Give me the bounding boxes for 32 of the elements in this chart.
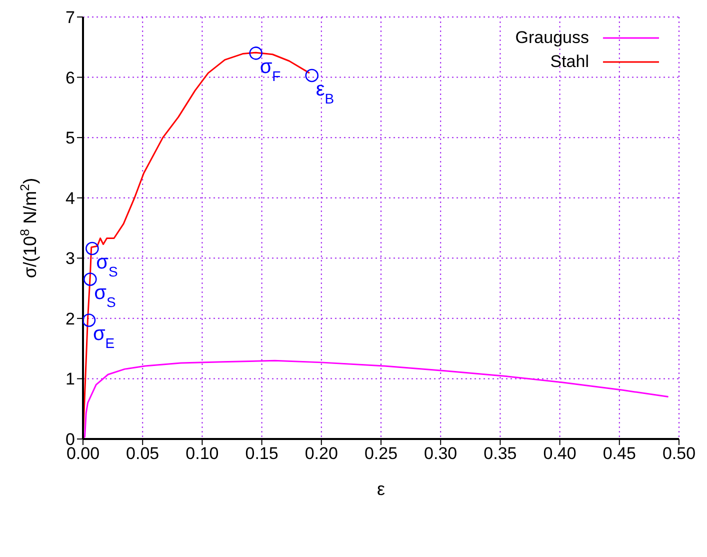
- y-tick-label: 3: [66, 249, 75, 268]
- x-tick-label: 0.25: [364, 444, 398, 464]
- x-tick-label: 0.30: [424, 444, 458, 464]
- y-tick-label: 6: [66, 68, 75, 88]
- x-tick-label: 0.50: [662, 444, 696, 464]
- y-tick-label: 2: [66, 309, 75, 328]
- point: [86, 242, 99, 256]
- annotation: ε$_{B}$: [316, 78, 334, 106]
- point: [84, 272, 97, 286]
- y-tick-label: 1: [66, 370, 75, 389]
- line-series: [83, 360, 670, 439]
- x-tick-label: 0.15: [245, 444, 278, 464]
- legend-label: Grauguss: [515, 28, 589, 48]
- y-tick-label: 4: [66, 188, 75, 208]
- x-tick-label: 0.35: [484, 444, 517, 464]
- y-tick-label: 5: [66, 128, 75, 148]
- annotation: σ$_{E}$: [92, 323, 115, 352]
- annotation: σ$_{F}$: [260, 56, 281, 84]
- x-axis-title: ε: [376, 479, 386, 499]
- x-tick-label: 0.00: [66, 444, 100, 464]
- x-tick-label: 0.45: [602, 444, 636, 464]
- point: [249, 46, 262, 60]
- x-tick-label: 0.10: [186, 444, 219, 464]
- x-tick-label: 0.05: [126, 444, 160, 464]
- legend-label: Stahl: [550, 52, 589, 72]
- point: [83, 314, 96, 327]
- x-tick-label: 0.40: [543, 444, 576, 464]
- annotation: σ$_{S}$: [96, 251, 118, 280]
- annotation: σ$_{S}$: [94, 282, 116, 310]
- point: [305, 68, 319, 82]
- x-tick-label: 0.20: [304, 444, 338, 464]
- y-tick-label: 7: [66, 8, 75, 28]
